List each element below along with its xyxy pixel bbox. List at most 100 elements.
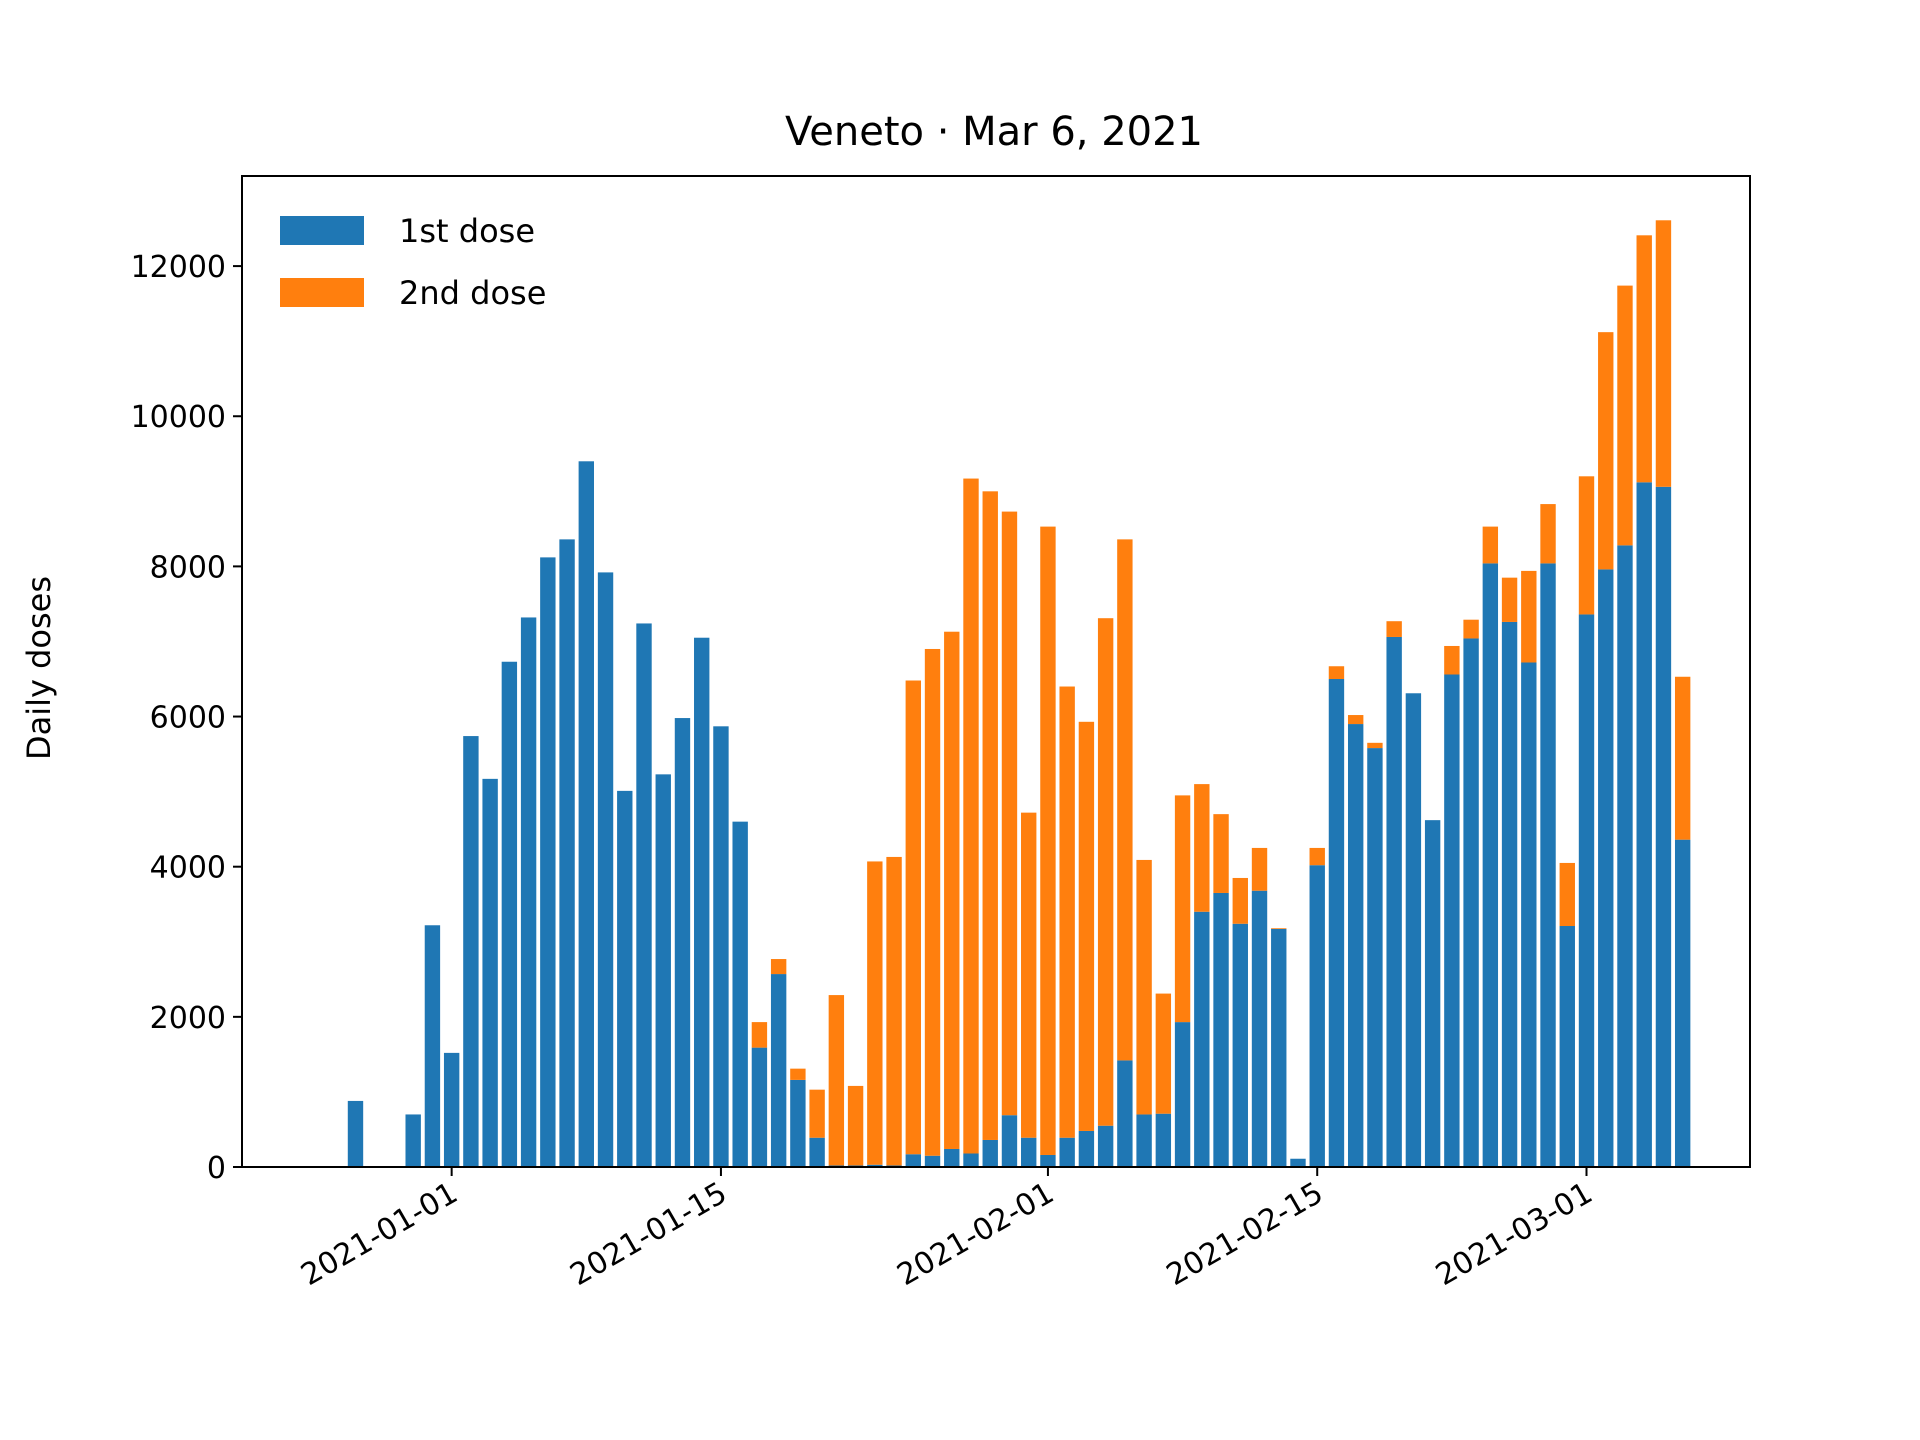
bar-2-2021-02-24 xyxy=(1482,526,1499,564)
bar-1-2021-01-13 xyxy=(674,718,691,1167)
bar-1-2021-02-28 xyxy=(1559,926,1575,1167)
bar-2-2021-02-10 xyxy=(1213,814,1229,893)
y-axis-label: Daily doses xyxy=(20,576,58,760)
bar-1-2021-02-13 xyxy=(1271,929,1287,1167)
bar-1-2021-02-02 xyxy=(1059,1137,1075,1167)
bar-1-2021-01-26 xyxy=(924,1155,941,1167)
bar-1-2021-01-20 xyxy=(809,1137,825,1167)
bar-1-2021-03-05 xyxy=(1655,486,1672,1167)
bar-2-2021-01-30 xyxy=(1001,511,1018,1116)
y-axis: 0 2000 4000 6000 8000 10000 12000 xyxy=(131,250,242,1186)
bar-1-2021-01-17 xyxy=(751,1047,768,1167)
bar-1-2021-02-25 xyxy=(1501,621,1518,1167)
bar-1-2021-01-03 xyxy=(482,778,498,1167)
bar-1-2021-03-02 xyxy=(1598,569,1614,1167)
series-1 xyxy=(347,461,1691,1167)
bar-2-2021-03-03 xyxy=(1617,285,1633,546)
bar-2-2021-02-02 xyxy=(1059,686,1075,1138)
bar-1-2021-02-08 xyxy=(1174,1022,1191,1167)
bar-2-2021-02-27 xyxy=(1540,504,1556,564)
bar-2-2021-02-04 xyxy=(1097,618,1114,1126)
bar-1-2021-01-06 xyxy=(540,557,556,1167)
bar-1-2021-01-23 xyxy=(867,1164,883,1167)
bar-1-2021-01-28 xyxy=(963,1153,979,1167)
y-tick-label: 8000 xyxy=(150,550,226,585)
bars-layer xyxy=(347,220,1691,1167)
bar-2-2021-02-25 xyxy=(1501,577,1518,622)
y-tick-label: 10000 xyxy=(131,400,226,435)
bar-2-2021-02-06 xyxy=(1136,859,1152,1115)
bar-2-2021-02-08 xyxy=(1174,795,1191,1023)
bar-1-2021-02-04 xyxy=(1097,1125,1114,1167)
bar-2-2021-01-19 xyxy=(790,1068,806,1080)
bar-2-2021-02-18 xyxy=(1367,742,1383,749)
bar-1-2021-02-26 xyxy=(1521,662,1537,1167)
bar-2-2021-02-11 xyxy=(1232,877,1248,924)
bar-2-2021-02-23 xyxy=(1463,619,1479,639)
bar-1-2021-02-19 xyxy=(1386,636,1402,1167)
bar-1-2021-01-16 xyxy=(732,821,748,1167)
bar-1-2021-01-14 xyxy=(694,637,710,1167)
bar-1-2021-02-14 xyxy=(1290,1158,1306,1167)
bar-2-2021-01-17 xyxy=(751,1022,768,1048)
bar-2-2021-02-09 xyxy=(1194,784,1210,912)
y-tick-label: 6000 xyxy=(150,701,226,736)
bar-2-2021-01-22 xyxy=(847,1085,864,1166)
bar-2-2021-02-19 xyxy=(1386,621,1402,637)
bar-1-2021-01-18 xyxy=(770,974,787,1167)
bar-2-2021-01-21 xyxy=(828,995,845,1166)
bar-2-2021-03-06 xyxy=(1674,676,1691,840)
bar-2-2021-01-23 xyxy=(867,861,883,1165)
bar-2-2021-03-02 xyxy=(1598,332,1614,570)
bar-1-2021-01-04 xyxy=(501,661,518,1167)
bar-1-2021-01-27 xyxy=(944,1148,960,1167)
bar-1-2021-03-04 xyxy=(1636,482,1652,1167)
bar-2-2021-01-29 xyxy=(982,491,998,1140)
bar-1-2021-02-20 xyxy=(1405,693,1422,1167)
bar-1-2021-01-05 xyxy=(520,617,537,1167)
legend: 1st dose 2nd dose xyxy=(280,212,546,312)
bar-1-2021-02-05 xyxy=(1117,1060,1133,1167)
plot-frame xyxy=(241,175,1751,1168)
bar-1-2021-01-07 xyxy=(559,539,575,1167)
bar-2-2021-02-26 xyxy=(1521,570,1537,663)
bar-1-2021-01-15 xyxy=(713,726,729,1167)
bar-2-2021-01-24 xyxy=(886,856,902,1166)
bar-1-2021-01-10 xyxy=(617,790,633,1167)
y-tick-label: 4000 xyxy=(150,851,226,886)
bar-1-2021-02-09 xyxy=(1194,911,1210,1167)
bar-2-2021-02-22 xyxy=(1444,645,1460,675)
bar-2-2021-02-05 xyxy=(1117,539,1133,1061)
bar-1-2021-03-01 xyxy=(1578,614,1595,1167)
bar-2-2021-01-20 xyxy=(809,1089,825,1138)
bar-2-2021-02-12 xyxy=(1251,847,1268,891)
bar-1-2021-02-23 xyxy=(1463,638,1479,1167)
bar-2-2021-02-13 xyxy=(1271,928,1287,930)
bar-2-2021-02-03 xyxy=(1078,721,1095,1131)
legend-label: 2nd dose xyxy=(399,274,546,312)
bar-2-2021-01-25 xyxy=(905,680,921,1155)
bar-1-2021-01-31 xyxy=(1021,1137,1037,1167)
chart-title: Veneto · Mar 6, 2021 xyxy=(785,109,1203,155)
bar-2-2021-03-05 xyxy=(1655,220,1672,487)
bar-2-2021-02-28 xyxy=(1559,862,1575,926)
bar-1-2021-02-21 xyxy=(1424,820,1441,1167)
bar-1-2021-01-08 xyxy=(578,461,594,1167)
legend-label: 1st dose xyxy=(399,212,535,250)
bar-1-2021-02-11 xyxy=(1232,923,1248,1167)
bar-1-2021-03-03 xyxy=(1617,545,1633,1167)
bar-1-2021-02-17 xyxy=(1347,724,1364,1167)
bar-2-2021-01-28 xyxy=(963,478,979,1154)
bar-1-2021-02-27 xyxy=(1540,563,1556,1167)
bar-2-2021-02-15 xyxy=(1309,847,1325,866)
bar-1-2021-02-22 xyxy=(1444,674,1460,1167)
bar-2-2021-01-27 xyxy=(944,631,960,1149)
bar-2-2021-02-17 xyxy=(1347,715,1364,725)
bar-1-2021-02-24 xyxy=(1482,563,1499,1167)
bar-1-2021-02-10 xyxy=(1213,892,1229,1167)
bar-2-2021-03-01 xyxy=(1578,476,1595,615)
bar-1-2021-02-07 xyxy=(1155,1113,1172,1167)
bar-1-2021-02-01 xyxy=(1040,1154,1056,1167)
bar-1-2020-12-27 xyxy=(347,1100,364,1167)
bar-1-2020-12-31 xyxy=(424,925,441,1167)
